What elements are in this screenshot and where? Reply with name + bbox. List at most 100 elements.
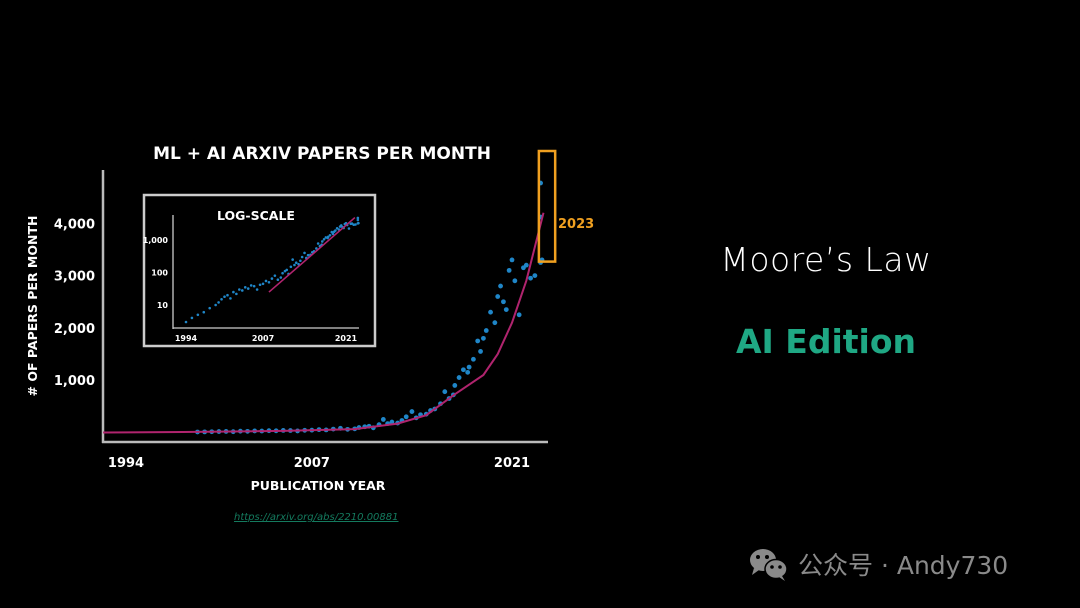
inset-data-point bbox=[238, 288, 241, 291]
inset-data-point bbox=[264, 279, 268, 283]
y-axis-label: # OF PAPERS PER MONTH bbox=[25, 216, 40, 397]
inset-data-point bbox=[316, 242, 320, 245]
inset-data-point bbox=[202, 310, 206, 314]
x-axis-label: PUBLICATION YEAR bbox=[251, 478, 386, 493]
inset-data-point bbox=[291, 258, 294, 261]
inset-data-point bbox=[293, 263, 296, 267]
inset-data-point bbox=[190, 316, 194, 320]
inset-data-point bbox=[354, 223, 357, 226]
inset-data-point bbox=[334, 229, 337, 232]
data-point bbox=[456, 375, 462, 380]
inset-frame bbox=[142, 193, 377, 348]
highlight-box-2023 bbox=[537, 149, 557, 263]
inset-data-point bbox=[279, 276, 283, 279]
inset-data-point bbox=[306, 253, 310, 257]
inset-data-point bbox=[347, 227, 351, 230]
inset-data-point bbox=[217, 301, 220, 304]
inset-data-point bbox=[322, 238, 326, 241]
inset-data-point bbox=[356, 216, 360, 220]
inset-data-point bbox=[331, 232, 335, 236]
inset-y-tick-label: 10 bbox=[157, 301, 169, 310]
inset-data-point bbox=[326, 235, 330, 239]
inset-data-point bbox=[232, 290, 235, 294]
data-point bbox=[465, 369, 471, 375]
data-point bbox=[512, 278, 518, 284]
inset-data-point bbox=[223, 295, 226, 299]
watermark-text: 公众号 · Andy730 bbox=[798, 551, 1009, 580]
data-point bbox=[403, 414, 409, 420]
inset-data-point bbox=[328, 233, 332, 237]
y-tick-label: 1,000 bbox=[54, 374, 95, 389]
inset-data-point bbox=[229, 297, 232, 300]
data-point bbox=[380, 417, 386, 422]
watermark: 公众号 · Andy730 bbox=[748, 546, 1008, 582]
inset-data-point bbox=[294, 261, 298, 265]
inset-data-point bbox=[226, 293, 229, 297]
inset-data-point bbox=[246, 287, 250, 290]
inset-data-point bbox=[357, 221, 360, 225]
inset-data-point bbox=[255, 288, 259, 291]
data-point bbox=[460, 367, 466, 373]
inset-x-tick-label: 2007 bbox=[252, 334, 274, 343]
data-point bbox=[483, 328, 489, 333]
inset-data-point bbox=[300, 255, 304, 259]
data-point bbox=[528, 275, 533, 281]
inset-data-point bbox=[249, 284, 253, 287]
trend-line bbox=[103, 212, 545, 434]
inset-data-point bbox=[315, 247, 318, 250]
data-point bbox=[488, 309, 493, 315]
inset-x-tick-label: 2021 bbox=[335, 334, 358, 343]
inset-data-point bbox=[196, 313, 200, 317]
inset-y-tick-label: 100 bbox=[151, 269, 168, 278]
inset-data-point bbox=[320, 240, 324, 243]
inset-data-point bbox=[243, 286, 247, 289]
data-point bbox=[503, 307, 509, 312]
x-tick-label: 1994 bbox=[108, 456, 144, 471]
inset-data-point bbox=[303, 251, 306, 255]
inset-data-point bbox=[281, 271, 284, 275]
data-point bbox=[466, 364, 472, 370]
x-tick-label: 2007 bbox=[294, 456, 330, 471]
inset-data-point bbox=[258, 283, 262, 287]
inset-data-point bbox=[220, 297, 223, 301]
y-tick-label: 3,000 bbox=[54, 270, 95, 285]
inset-data-point bbox=[240, 289, 244, 292]
highlight-label: 2023 bbox=[558, 217, 594, 232]
inset-data-point bbox=[214, 303, 217, 307]
data-point bbox=[442, 389, 448, 395]
data-point bbox=[523, 262, 529, 268]
inset-data-point bbox=[235, 292, 238, 296]
data-point bbox=[516, 312, 522, 318]
data-point bbox=[492, 320, 498, 326]
data-point bbox=[498, 283, 503, 289]
data-point bbox=[495, 294, 501, 299]
inset-data-point bbox=[267, 280, 271, 284]
data-point bbox=[532, 273, 538, 278]
chart-title: ML + AI ARXIV PAPERS PER MONTH bbox=[153, 144, 491, 164]
slide-title: Moore’s Law bbox=[720, 240, 932, 279]
inset-data-point bbox=[208, 306, 212, 310]
source-link[interactable]: https://arxiv.org/abs/2210.00881 bbox=[234, 512, 399, 523]
data-point bbox=[452, 383, 458, 388]
inset-data-point bbox=[252, 284, 256, 288]
data-point bbox=[509, 257, 515, 263]
data-point bbox=[471, 356, 476, 362]
data-point bbox=[506, 267, 512, 273]
inset-y-tick-label: 1,000 bbox=[143, 236, 169, 245]
inset-data-point bbox=[184, 320, 188, 324]
inset-data-point bbox=[299, 259, 302, 263]
data-point bbox=[501, 299, 506, 305]
y-tick-label: 2,000 bbox=[54, 322, 95, 337]
inset-data-point bbox=[289, 265, 293, 269]
inset-trend-line bbox=[268, 216, 356, 293]
inset-data-point bbox=[285, 268, 289, 272]
wechat-icon bbox=[750, 549, 788, 581]
inset-data-point bbox=[273, 274, 277, 277]
data-point bbox=[475, 338, 481, 344]
inset-data-point bbox=[270, 277, 274, 280]
data-point bbox=[409, 409, 415, 414]
x-tick-label: 2021 bbox=[494, 456, 530, 471]
inset-data-point bbox=[261, 282, 265, 286]
inset-x-tick-label: 1994 bbox=[175, 334, 198, 343]
inset-data-point bbox=[356, 218, 360, 222]
